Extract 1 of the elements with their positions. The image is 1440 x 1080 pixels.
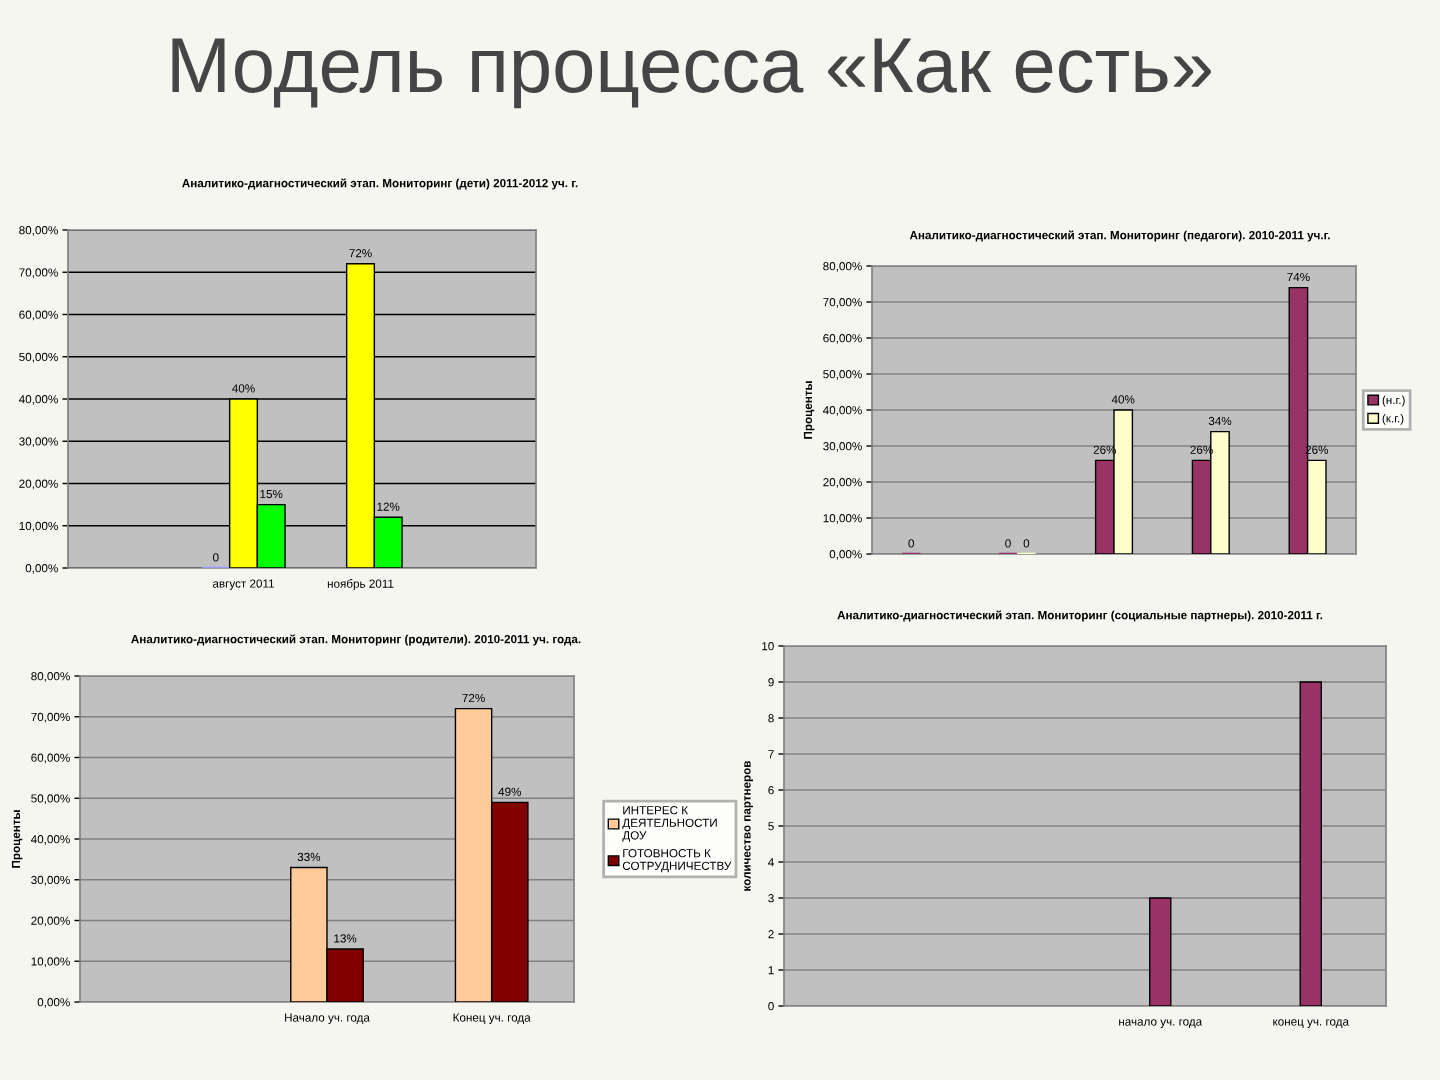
text: Модель процесса «Как есть» bbox=[172, 38, 1211, 109]
